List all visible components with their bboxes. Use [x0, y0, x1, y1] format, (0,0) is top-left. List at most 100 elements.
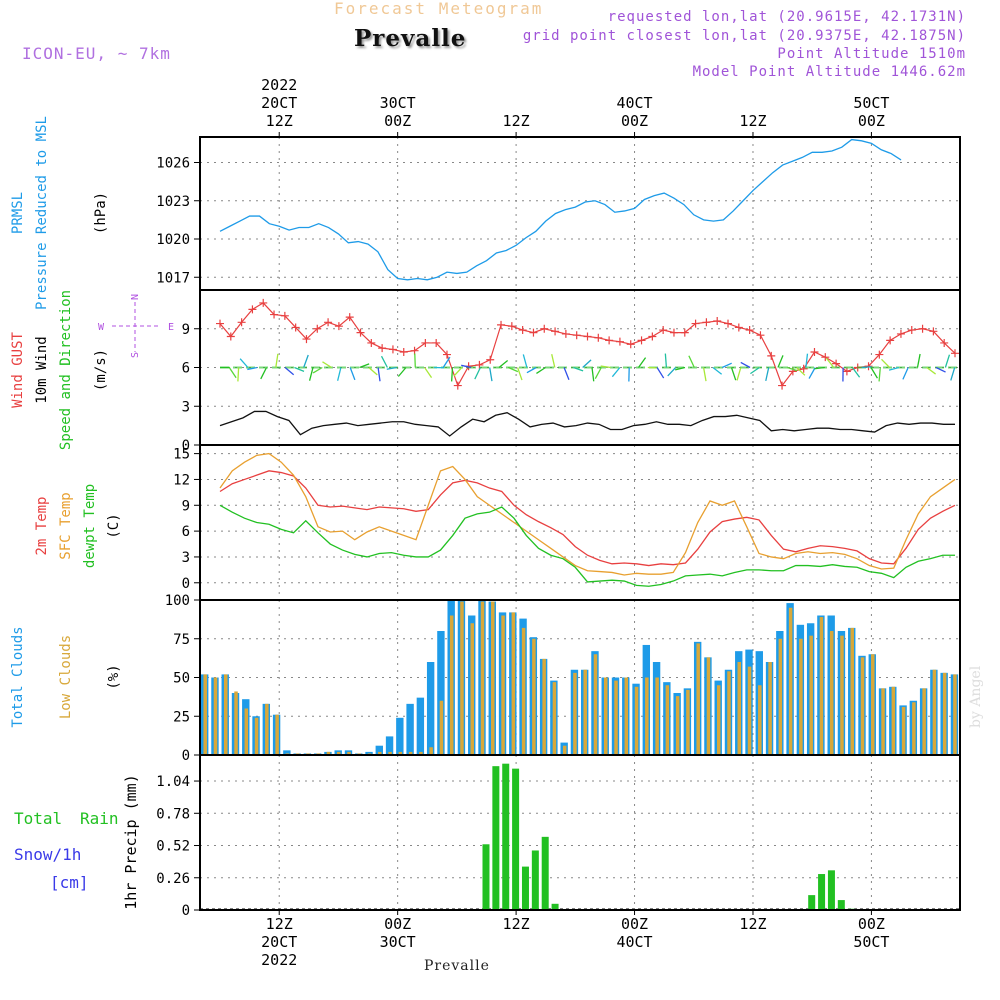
temp-sfc-label: SFC Temp [58, 492, 74, 559]
wind-direction-arrow [674, 366, 686, 371]
low-cloud-bar [624, 677, 629, 755]
wind-direction-arrow [796, 367, 806, 376]
wind-gust-point [529, 328, 538, 337]
wind-gust-point [918, 324, 927, 333]
low-cloud-bar [203, 674, 207, 755]
wind-direction-arrow [600, 365, 611, 369]
wind-gust-point [518, 326, 527, 335]
low-cloud-bar [860, 657, 865, 755]
wind-direction-arrow [450, 367, 454, 382]
low-cloud-bar [881, 688, 885, 755]
precip-unit: 1hr Precip (mm) [122, 774, 140, 909]
x-tick-label-bottom: 12Z [739, 915, 766, 933]
y-tick-label: 0.26 [156, 871, 190, 887]
wind-direction-arrow [861, 366, 872, 369]
grid-point-coords: grid point closest lon,lat (20.9375E, 42… [522, 28, 966, 44]
wind-10m-label: 10m Wind [34, 336, 50, 403]
low-cloud-bar [891, 686, 896, 755]
panel-frame [199, 754, 961, 911]
x-tick-label-bottom: 50CT [853, 933, 889, 951]
low-cloud-bar [449, 615, 454, 755]
low-clouds-label: Low Clouds [58, 635, 74, 719]
wind-gust-point [572, 331, 581, 340]
wind-direction-arrow [740, 361, 751, 369]
low-cloud-bar [388, 751, 392, 755]
x-tick-label-top: 12Z [503, 112, 530, 130]
low-cloud-bar [840, 635, 844, 755]
wind-gust-point [907, 326, 916, 335]
low-cloud-bar [521, 627, 526, 755]
low-cloud-bar [634, 686, 639, 755]
wind-direction-arrow [656, 367, 665, 379]
y-tick-label: 0 [182, 903, 190, 919]
low-cloud-bar [942, 672, 947, 755]
low-cloud-bar [244, 708, 249, 755]
wind-gust-point [226, 332, 235, 341]
wind-direction-arrow [303, 354, 309, 368]
pressure-label-prmsl: PRMSL [10, 192, 26, 234]
wind-direction-arrow [337, 367, 342, 381]
wind-gust-point [313, 324, 322, 333]
wind-direction-arrow [461, 364, 472, 369]
rain-bar [482, 844, 490, 910]
wind-direction-arrow [777, 355, 784, 368]
wind-gust-point [605, 336, 614, 345]
wind-gust-point [842, 367, 851, 376]
wind-gust-point [691, 319, 700, 328]
wind-gust-point [561, 329, 570, 338]
snow-label: Snow/1h [14, 845, 81, 864]
low-cloud-bar [419, 751, 423, 755]
wind-direction-arrow [664, 353, 668, 368]
wind-direction-arrow [228, 367, 237, 379]
wind-gust-point [432, 338, 441, 347]
wind-direction-arrow [508, 366, 519, 373]
total-cloud-bar [416, 697, 425, 755]
low-cloud-bar [737, 662, 742, 755]
wind-gust-point [475, 360, 484, 369]
wind-gust-point [410, 346, 419, 355]
compass-south: S [130, 352, 141, 358]
wind-direction-arrow [814, 366, 825, 370]
wind-gust-point [821, 353, 830, 362]
total-cloud-bar [375, 745, 383, 755]
compass-east: E [168, 322, 174, 333]
low-cloud-bar [645, 677, 649, 755]
wind-direction-arrow [386, 366, 397, 370]
low-cloud-bar [326, 751, 331, 755]
wind-gust-point [583, 332, 592, 341]
low-cloud-bar [336, 751, 341, 755]
wind-direction-arrow [551, 354, 556, 368]
rain-bar [808, 895, 816, 910]
low-cloud-bar [265, 703, 269, 755]
wind-direction-arrow [944, 354, 951, 368]
y-tick-label: 1.04 [156, 774, 190, 790]
footer-location: Prevalle [424, 958, 490, 974]
low-cloud-bar [716, 685, 721, 755]
wind-gust-point [810, 348, 819, 356]
low-cloud-bar [912, 702, 916, 755]
rain-bar [551, 903, 559, 910]
low-cloud-bar [562, 745, 567, 755]
y-tick-label: 75 [173, 632, 190, 648]
low-cloud-bar [768, 662, 772, 755]
wind-direction-arrow [322, 361, 332, 369]
wind-direction-arrow [442, 356, 451, 368]
temp-series-line-1 [219, 452, 956, 576]
wind-direction-arrow [237, 367, 240, 382]
wind-gust-point [334, 322, 343, 331]
wind-gust-point [734, 323, 743, 332]
wind-gust-point [648, 332, 657, 341]
low-cloud-bar [429, 747, 433, 755]
rain-bar [818, 874, 826, 910]
low-cloud-bar [788, 607, 793, 755]
y-tick-label: 9 [182, 498, 190, 514]
wind-direction-arrow [489, 367, 493, 382]
wind-direction-arrow [916, 353, 921, 368]
requested-coords: requested lon,lat (20.9615E, 42.1731N) [607, 9, 966, 25]
wind-gust-point [399, 348, 408, 356]
wind-direction-arrow [688, 355, 695, 368]
low-cloud-bar [675, 696, 680, 755]
wind-direction-arrow [380, 355, 388, 368]
wind-gust-point [248, 305, 257, 314]
wind-direction-arrow [239, 358, 249, 368]
